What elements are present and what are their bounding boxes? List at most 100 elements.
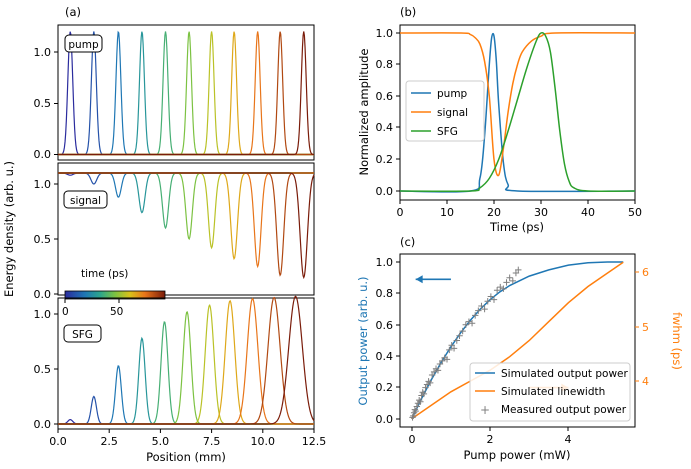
sfg-label: SFG [72,329,93,341]
panel-c-ytick-1: 0.2 [376,381,394,394]
measured-point [453,337,460,344]
legend-measured-label: Measured output power [501,404,627,416]
sfg-curves [58,295,315,425]
panel-b-xticks [399,200,636,204]
measured-point [412,407,419,415]
panel-a-xtick-4: 10.0 [251,435,276,448]
panel-c-ytick-right-2: 6 [642,266,649,279]
panel-b-ytick-5: 1.0 [376,27,394,40]
sfg-ytick-2: 1.0 [34,308,52,321]
panel-c-ytick-right-1: 5 [642,321,649,334]
pump-axes-frame [57,24,315,161]
measured-point [420,390,428,398]
series-sfg [399,31,636,192]
sfg-axes-frame [57,297,315,430]
panel-c-ytick-2: 0.4 [376,350,394,363]
colorbar [64,290,166,300]
panel-a-xtick-3: 7.5 [203,435,221,448]
panel-c-axes-frame [399,253,636,428]
panel-c-xlabel: Pump power (mW) [464,448,571,462]
measured-point [490,296,498,303]
panel-b-xtick-4: 40 [581,206,595,219]
panel-a-label: (a) [65,5,81,19]
signal-yticks [54,183,58,295]
measured-point [409,414,416,421]
panel-a-signal-subplot: 0.0 0.5 1.0 signal time (ps) 0 50 [34,162,315,318]
signal-label-box [63,190,108,209]
measured-point [500,285,507,292]
sfg-label-box [63,324,102,343]
measured-points [409,266,522,421]
panel-c-legend-box [469,362,631,422]
measured-point [410,409,418,416]
pump-ytick-0: 0.0 [34,148,52,161]
panel-a-xlabel: Position (mm) [146,450,226,464]
signal-ytick-1: 0.5 [34,233,52,246]
sfg-pulse-4 [58,336,314,425]
panel-c-curves [409,261,624,421]
panel-c-ylabel-right: fwhm (ps) [670,312,684,370]
panel-b-legend: pump signal SFG [405,80,485,142]
pump-label-box [64,34,103,53]
series-signal [399,32,636,177]
sfg-ytick-1: 0.5 [34,363,52,376]
measured-point [472,312,479,319]
signal-ytick-2: 1.0 [34,178,52,191]
measured-point [422,384,429,391]
panel-b-legend-box [405,80,485,142]
sfg-yticks [54,313,58,425]
panel-b-ytick-2: 0.4 [376,121,394,134]
signal-pulse-2 [58,172,314,185]
colorbar-ticklabel-0: 0 [62,306,69,318]
panel-c-ylabel-left: Output power (arb. u.) [356,276,370,405]
measured-point [503,279,510,286]
signal-pulse-11 [58,172,315,280]
measured-point [481,305,488,313]
sfg-pulse-11 [58,295,315,425]
measured-point [443,356,451,363]
panel-c-label: (c) [400,235,415,249]
panel-a-xtick-1: 2.5 [100,435,118,448]
sfg-ytick-0: 0.0 [34,418,52,431]
panel-b-axes-frame [399,24,636,201]
legend-sfg-label: SFG [437,126,458,138]
simulated-linewidth-line [411,261,624,420]
measured-point [468,320,476,327]
measured-point [487,293,495,300]
measured-point [417,398,424,405]
measured-point [450,345,458,352]
panel-b-ytick-0: 0.0 [376,185,394,198]
legend-sim-linewidth-label: Simulated linewidth [501,386,605,398]
measured-point [462,321,469,328]
measured-point [506,274,513,281]
sfg-pulse-2 [58,395,314,425]
pump-curves [58,30,315,156]
measured-point [413,403,421,410]
panel-c-ytick-5: 1.0 [376,256,394,269]
measured-point [509,277,516,285]
measured-point [434,367,442,374]
panel-b-xtick-5: 50 [628,206,642,219]
measured-point [446,346,453,354]
panel-b-xtick-2: 20 [487,206,501,219]
panel-b-yticks [396,32,400,192]
panel-b-curves [399,31,636,193]
panel-c-xticks [411,427,569,431]
sfg-pulse-3 [58,365,314,425]
measured-point [493,287,501,294]
arrow-left-head [415,275,423,284]
panel-c-yticks-left [396,261,400,420]
pump-yticks [54,51,58,155]
pump-pulse-11 [58,31,315,156]
panel-b-xtick-0: 0 [397,206,404,219]
signal-pulse-10 [58,172,314,277]
panel-c-xtick-1: 2 [487,433,494,446]
measured-point [456,332,463,339]
measured-point [497,283,504,291]
measured-point [426,379,434,387]
measured-point [515,266,522,274]
legend-signal-label: signal [437,107,468,119]
pump-ytick-1: 0.5 [34,97,52,110]
pump-label: pump [68,39,99,51]
